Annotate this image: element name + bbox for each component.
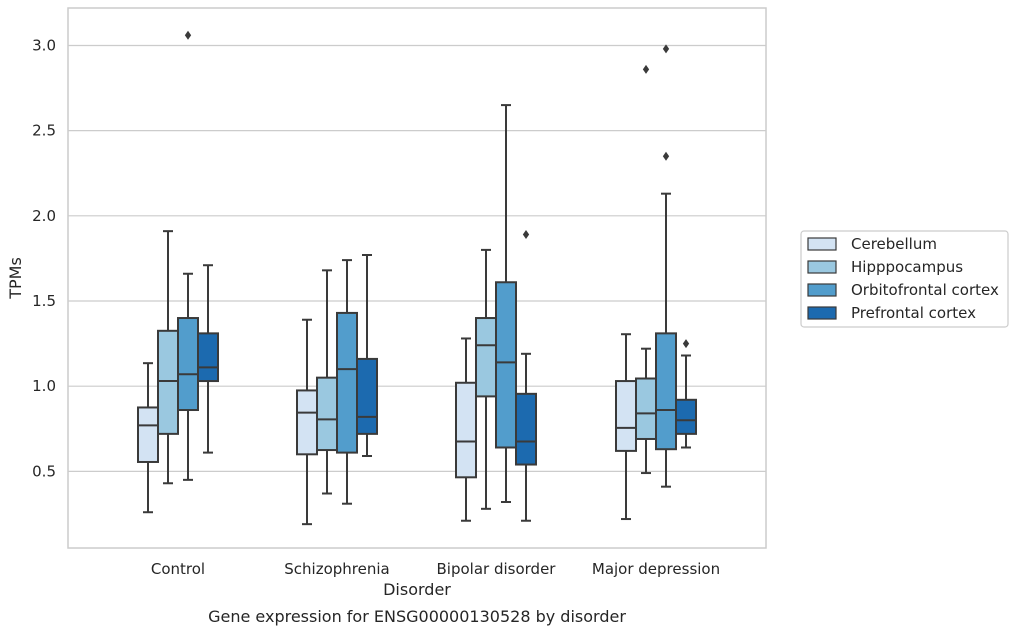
legend-swatch: [807, 283, 837, 297]
iqr-box: [475, 317, 497, 398]
x-tick-label: Schizophrenia: [284, 560, 389, 578]
x-axis-label: Disorder: [383, 580, 451, 599]
outlier-point: [662, 44, 670, 54]
box-control: [177, 30, 199, 481]
iqr-box: [296, 389, 318, 456]
y-tick-label: 2.0: [32, 207, 56, 225]
y-tick-label: 1.0: [32, 377, 56, 395]
figure-caption: Gene expression for ENSG00000130528 by d…: [208, 607, 626, 626]
box-major-depression: [655, 44, 677, 488]
legend-swatch: [807, 237, 837, 251]
y-tick-label: 1.5: [32, 292, 56, 310]
box-bipolar-disorder: [455, 337, 477, 522]
x-axis-ticks: Control Schizophrenia Bipolar disorder Majo…: [151, 560, 720, 578]
legend: Cerebellum Hipppocampus Orbitofrontal cort…: [800, 230, 1009, 328]
legend-frame: [800, 230, 1009, 328]
outlier-point: [682, 339, 690, 349]
box-control: [157, 230, 179, 485]
series-cerebellum: [137, 318, 637, 526]
iqr-box: [197, 332, 219, 383]
box-schizophrenia: [356, 254, 378, 458]
box-bipolar-disorder: [515, 230, 537, 522]
x-tick-label: Major depression: [592, 560, 720, 578]
plot-area-frame: [67, 7, 767, 549]
iqr-box: [615, 380, 637, 452]
x-tick-label: Control: [151, 560, 205, 578]
iqr-box: [316, 376, 338, 452]
iqr-box: [455, 381, 477, 479]
series-prefrontal-cortex: [197, 230, 697, 522]
box-plot-series: [137, 30, 697, 526]
iqr-box: [655, 332, 677, 451]
box-major-depression: [615, 333, 637, 521]
box-major-depression: [675, 339, 697, 449]
iqr-box: [356, 357, 378, 435]
box-schizophrenia: [316, 269, 338, 495]
iqr-box: [336, 311, 358, 454]
legend-label: Hipppocampus: [851, 258, 963, 276]
legend-swatch: [807, 306, 837, 320]
outlier-point: [184, 30, 192, 40]
legend-label: Orbitofrontal cortex: [851, 281, 999, 299]
iqr-box: [137, 406, 159, 463]
x-tick-label: Bipolar disorder: [437, 560, 557, 578]
box-bipolar-disorder: [475, 248, 497, 510]
series-hipppocampus: [157, 64, 657, 510]
legend-swatch: [807, 260, 837, 274]
y-axis-ticks: 0.5 1.0 1.5 2.0 2.5 3.0: [32, 36, 56, 480]
box-schizophrenia: [296, 318, 318, 526]
outlier-point: [642, 64, 650, 74]
iqr-box: [675, 398, 697, 435]
box-control: [137, 362, 159, 514]
iqr-box: [157, 329, 179, 435]
iqr-box: [515, 392, 537, 466]
y-axis-label: TPMs: [6, 257, 25, 300]
series-orbitofrontal-cortex: [177, 30, 677, 505]
box-control: [197, 264, 219, 454]
y-tick-label: 0.5: [32, 462, 56, 480]
box-bipolar-disorder: [495, 104, 517, 504]
iqr-box: [177, 317, 199, 412]
legend-label: Prefrontal cortex: [851, 304, 976, 322]
outlier-point: [662, 151, 670, 161]
iqr-box: [635, 377, 657, 440]
iqr-box: [495, 281, 517, 449]
legend-label: Cerebellum: [851, 235, 937, 253]
outlier-point: [522, 230, 530, 240]
y-tick-label: 3.0: [32, 36, 56, 54]
box-schizophrenia: [336, 259, 358, 505]
y-tick-label: 2.5: [32, 122, 56, 140]
box-major-depression: [635, 64, 657, 475]
